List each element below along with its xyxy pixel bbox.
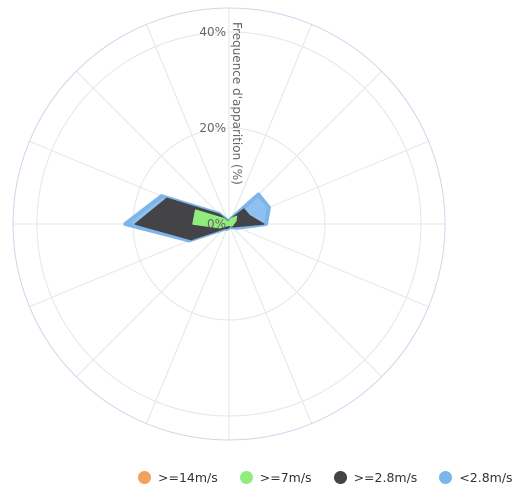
grid-spoke-SSE <box>228 223 313 424</box>
series-layer <box>123 192 271 243</box>
axis-title: Frequence d'apparition (%) <box>230 22 244 185</box>
legend-dot-ge14 <box>138 470 151 484</box>
legend-dot-ge2-8 <box>333 470 347 484</box>
grid-spoke-NW <box>75 70 230 225</box>
grid-spoke-SE <box>228 223 383 378</box>
legend-item-ge14[interactable]: >=14m/s <box>138 470 218 485</box>
axis-tick-label-20: 20% <box>199 121 226 135</box>
grid-circle-40 <box>36 31 422 417</box>
radial-axis: 0% 20% 40% Frequence d'apparition (%) <box>199 22 244 231</box>
legend: >=14m/s >=7m/s >=2.8m/s <2.8m/s <box>138 467 513 487</box>
legend-item-ge2-8[interactable]: >=2.8m/s <box>333 469 418 485</box>
legend-label-ge14: >=14m/s <box>158 469 218 485</box>
legend-item-ge7[interactable]: >=7m/s <box>239 469 312 485</box>
axis-tick-label-0: 0% <box>207 217 226 231</box>
polar-outer-border <box>12 7 446 441</box>
legend-item-lt2-8[interactable]: <2.8m/s <box>439 469 513 485</box>
grid-spoke-NNW <box>145 24 230 225</box>
wind-rose-chart: 0% 20% 40% Frequence d'apparition (%) <box>12 7 446 441</box>
grid-spoke-ESE <box>228 223 429 308</box>
grid-spoke-SW <box>75 223 230 378</box>
axis-tick-label-40: 40% <box>199 25 226 39</box>
grid-spoke-SSW <box>145 223 230 424</box>
legend-dot-lt2-8 <box>439 470 453 484</box>
grid-spoke-NNE <box>228 24 313 225</box>
legend-label-lt2-8: <2.8m/s <box>459 469 513 485</box>
legend-label-ge7: >=7m/s <box>259 469 312 485</box>
series-area-1 <box>192 209 238 229</box>
legend-dot-ge7 <box>239 470 253 484</box>
legend-label-ge2-8: >=2.8m/s <box>353 469 418 485</box>
